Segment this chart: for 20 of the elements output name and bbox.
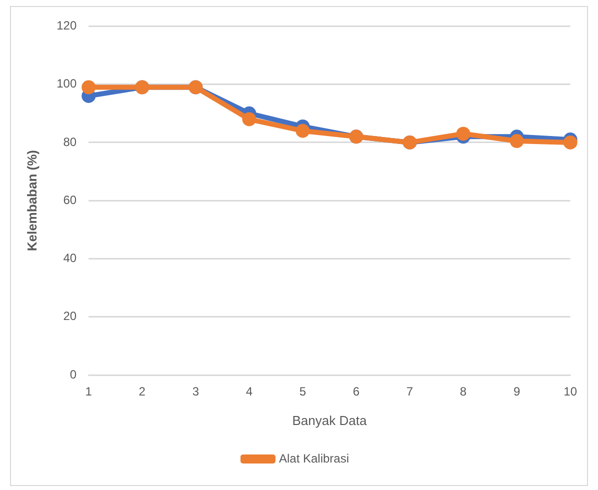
x-tick-label: 6	[352, 384, 360, 399]
x-tick-label: 1	[85, 384, 92, 399]
x-tick-label: 4	[246, 384, 253, 399]
y-axis-title: Kelembaban (%)	[24, 150, 40, 252]
y-tick-label: 60	[63, 192, 77, 207]
x-tick-label: 2	[138, 384, 146, 399]
y-tick-label: 20	[63, 309, 77, 324]
y-tick-label: 120	[56, 18, 77, 33]
y-tick-label: 80	[63, 134, 77, 149]
legend-label: Alat Kalibrasi	[278, 451, 350, 466]
y-tick-label: 0	[70, 367, 77, 382]
x-tick-label: 10	[564, 384, 578, 399]
x-tick-label: 5	[299, 384, 306, 399]
x-tick-label: 9	[513, 384, 520, 399]
x-tick-label: 7	[406, 384, 414, 399]
x-axis-title: Banyak Data	[292, 412, 368, 428]
y-tick-label: 100	[56, 76, 77, 91]
x-tick-label: 3	[192, 384, 200, 399]
y-tick-label: 40	[63, 251, 77, 266]
x-tick-label: 8	[460, 384, 467, 399]
